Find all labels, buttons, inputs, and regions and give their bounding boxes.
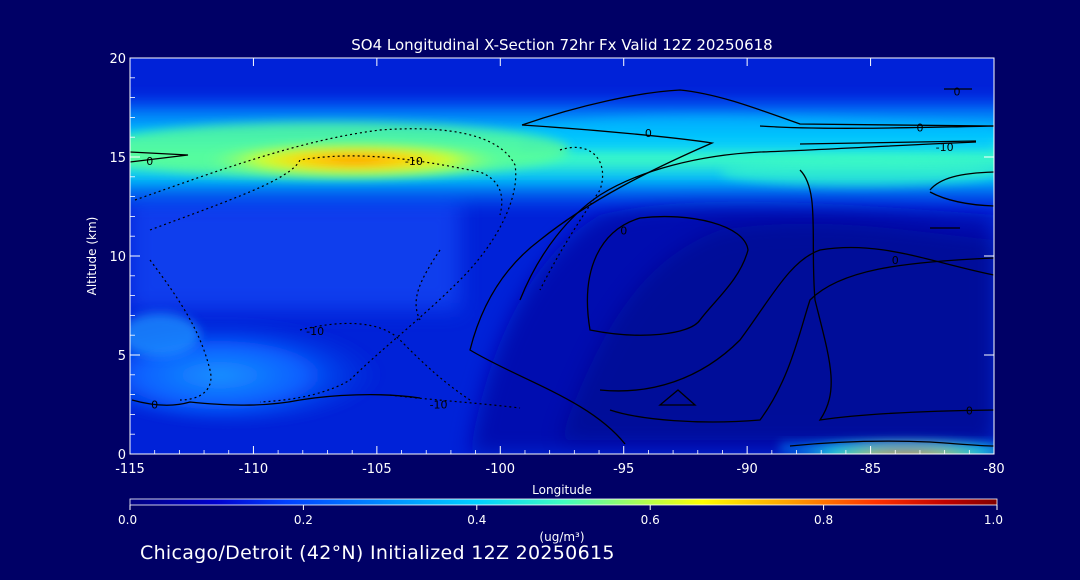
run-info-caption: Chicago/Detroit (42°N) Initialized 12Z 2… [140, 542, 615, 564]
plot-area: 0 -10 0 0 -10 0 0 0 -10 -10 0 0 [130, 58, 994, 454]
x-tick-label: -90 [737, 462, 758, 477]
x-tick-label: -115 [115, 462, 145, 477]
contour-label: 0 [146, 155, 153, 168]
x-tick-label: -105 [362, 462, 392, 477]
x-axis: -115 -110 -105 -100 -95 -90 -85 -80 [115, 58, 1005, 477]
contour-line [799, 169, 994, 421]
contour-line [599, 246, 994, 392]
contour-line-negative [539, 146, 604, 291]
colorbar-tick-label: 0.0 [118, 513, 137, 527]
contour-line-negative [149, 155, 503, 231]
contour-line [586, 215, 749, 336]
y-tick-label: 5 [118, 349, 126, 364]
contour-line [929, 171, 994, 191]
x-tick-label: -85 [860, 462, 881, 477]
contour-line [799, 140, 977, 145]
heatmap-low-region-east-core [560, 223, 994, 440]
contour-line-negative [415, 249, 441, 321]
contour-line-negative [389, 394, 521, 409]
heatmap-surface-strip [780, 442, 994, 454]
contour-labels: 0 -10 0 0 -10 0 0 0 -10 -10 0 0 [146, 86, 973, 418]
contour-line [789, 440, 994, 447]
colorbar-label: (ug/m³) [539, 530, 584, 544]
colorbar-tick-label: 0.2 [294, 513, 313, 527]
contour-line [658, 389, 697, 406]
heatmap-mid-haze-west [130, 200, 460, 310]
contour-label: -10 [936, 141, 954, 154]
y-tick-label: 10 [109, 250, 126, 265]
colorbar-ticks: 0.0 0.2 0.4 0.6 0.8 1.0 [118, 505, 1003, 527]
heatmap-upper-plume-east [720, 158, 994, 186]
contour-line [521, 89, 994, 127]
colorbar-gradient [130, 499, 997, 505]
contour-label: 0 [620, 224, 627, 237]
x-tick-label: -110 [239, 462, 269, 477]
contour-line-negative [149, 259, 212, 401]
contour-label: -10 [405, 155, 423, 168]
contour-label: 0 [892, 254, 899, 267]
y-tick-label: 0 [118, 448, 126, 463]
colorbar-tick-label: 0.8 [814, 513, 833, 527]
y-axis: 0 5 10 15 20 [109, 52, 994, 463]
colorbar-tick-label: 1.0 [984, 513, 1003, 527]
y-axis-label: Altitude (km) [85, 217, 99, 296]
heatmap-upper-plume-core [205, 142, 505, 178]
contour-label: -10 [306, 325, 324, 338]
x-tick-label: -80 [983, 462, 1004, 477]
colorbar: 0.0 0.2 0.4 0.6 0.8 1.0 (ug/m³) [118, 498, 1003, 544]
contour-label: 0 [916, 121, 923, 134]
contour-line [929, 191, 994, 207]
contour-line [131, 394, 421, 406]
y-tick-label: 15 [109, 151, 126, 166]
contour-line [759, 125, 994, 129]
x-tick-label: -100 [486, 462, 516, 477]
colorbar-tick-label: 0.4 [467, 513, 486, 527]
x-tick-label: -95 [613, 462, 634, 477]
colorbar-frame [129, 498, 998, 506]
heatmap-low-level-west-b [130, 313, 200, 357]
contour-line [519, 141, 977, 301]
chart-title: SO4 Longitudinal X-Section 72hr Fx Valid… [351, 36, 772, 54]
y-tick-label: 20 [109, 52, 126, 67]
contour-line [469, 124, 715, 445]
contour-label: 0 [151, 399, 158, 412]
contour-line-negative [134, 128, 517, 403]
colorbar-tick-label: 0.6 [641, 513, 660, 527]
contour-label: -10 [430, 399, 448, 412]
contour-line [130, 151, 189, 163]
contour-label: 0 [966, 404, 973, 417]
contour-label: 0 [953, 86, 960, 99]
contour-label: 0 [645, 127, 652, 140]
contour-line [609, 257, 994, 423]
x-axis-label: Longitude [532, 483, 592, 497]
contour-lines [130, 88, 994, 447]
contour-lines-negative [134, 128, 604, 409]
